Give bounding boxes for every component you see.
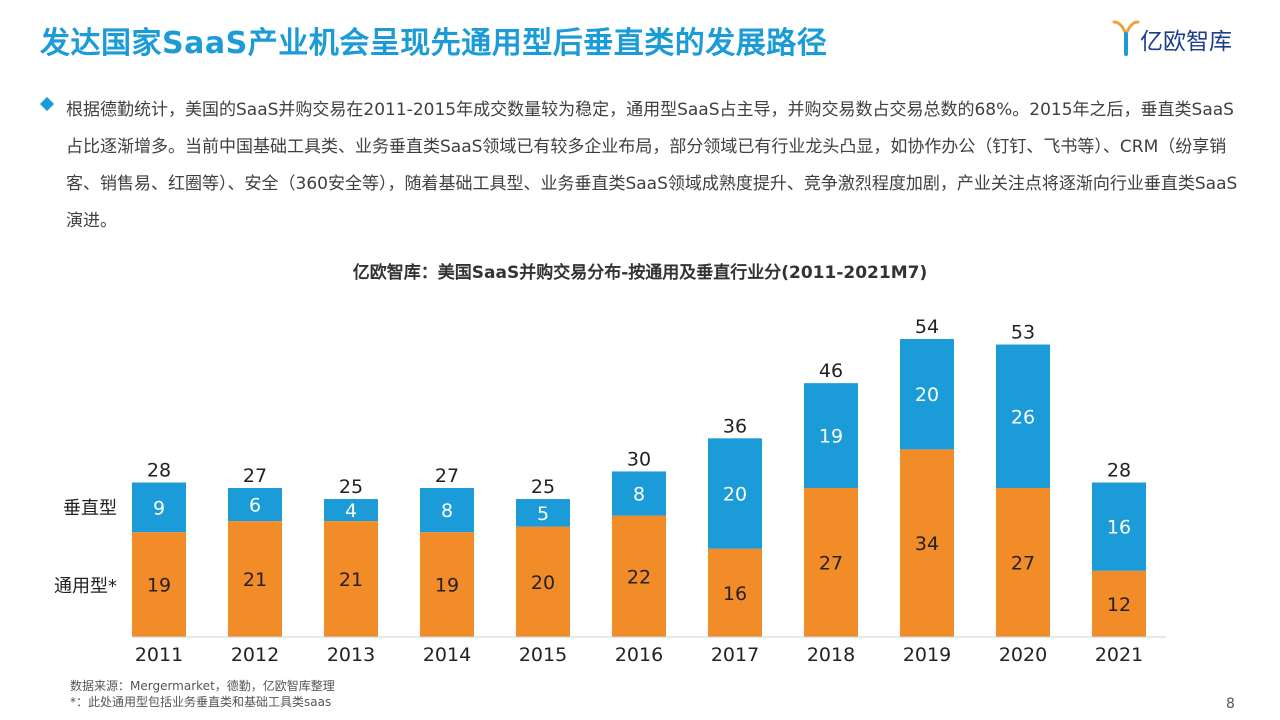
bar-vertical-2019: [900, 339, 954, 450]
bar-vertical-2021: [1092, 482, 1146, 571]
data-label-vertical-2012: 6: [249, 495, 261, 517]
x-tick-label-2021: 2021: [1095, 644, 1143, 666]
data-label-general-2021: 12: [1107, 594, 1131, 616]
page-number: 8: [1226, 696, 1235, 712]
x-tick-label-2017: 2017: [711, 644, 759, 666]
bar-vertical-2017: [708, 438, 762, 549]
data-label-general-2018: 27: [819, 553, 843, 575]
total-label-2019: 54: [915, 316, 939, 338]
bar-general-2013: [324, 521, 378, 637]
data-label-vertical-2021: 16: [1107, 517, 1131, 539]
total-label-2012: 27: [243, 465, 267, 487]
x-tick-label-2013: 2013: [327, 644, 375, 666]
data-label-general-2019: 34: [915, 533, 939, 555]
bar-general-2020: [996, 488, 1050, 637]
total-label-2013: 25: [339, 476, 363, 498]
data-label-general-2017: 16: [723, 583, 747, 605]
legend-label-vertical: 垂直型: [63, 498, 117, 519]
bar-vertical-2015: [516, 499, 570, 527]
total-label-2016: 30: [627, 448, 651, 470]
bar-general-2011: [132, 532, 186, 637]
bar-vertical-2012: [228, 488, 282, 522]
data-label-general-2016: 22: [627, 566, 651, 588]
logo: 亿欧智库: [1112, 18, 1262, 58]
bar-vertical-2016: [612, 471, 666, 516]
logo-icon: [1112, 20, 1140, 56]
data-label-general-2015: 20: [531, 572, 555, 594]
x-tick-label-2012: 2012: [231, 644, 279, 666]
bar-general-2018: [804, 488, 858, 637]
data-label-vertical-2013: 4: [345, 500, 357, 522]
legend-label-general: 通用型*: [54, 576, 117, 597]
bar-general-2017: [708, 548, 762, 637]
data-label-vertical-2011: 9: [153, 497, 165, 519]
x-tick-label-2019: 2019: [903, 644, 951, 666]
data-label-general-2014: 19: [435, 575, 459, 597]
bar-general-2014: [420, 532, 474, 637]
data-label-vertical-2016: 8: [633, 484, 645, 506]
bar-vertical-2020: [996, 344, 1050, 488]
x-tick-label-2020: 2020: [999, 644, 1047, 666]
footnote: *：此处通用型包括业务垂直类和基础工具类saas: [70, 695, 332, 709]
summary-bullet: 根据德勤统计，美国的SaaS并购交易在2011-2015年成交数量较为稳定，通用…: [39, 92, 1242, 240]
data-label-vertical-2020: 26: [1011, 406, 1035, 428]
data-label-general-2020: 27: [1011, 553, 1035, 575]
bar-general-2021: [1092, 570, 1146, 637]
total-label-2017: 36: [723, 415, 747, 437]
bar-general-2012: [228, 521, 282, 637]
chart-title: 亿欧智库：美国SaaS并购交易分布-按通用及垂直行业分(2011-2021M7): [352, 263, 928, 283]
data-source: 数据来源：Mergermarket，德勤，亿欧智库整理: [70, 679, 335, 693]
total-label-2015: 25: [531, 476, 555, 498]
logo-text: 亿欧智库: [1140, 29, 1232, 55]
data-label-vertical-2015: 5: [537, 503, 549, 525]
bar-vertical-2011: [132, 482, 186, 533]
data-label-vertical-2019: 20: [915, 384, 939, 406]
data-label-vertical-2014: 8: [441, 500, 453, 522]
bar-general-2015: [516, 526, 570, 637]
data-label-general-2012: 21: [243, 569, 267, 591]
x-tick-label-2014: 2014: [423, 644, 471, 666]
bar-general-2019: [900, 449, 954, 637]
source-note: 数据来源：Mergermarket，德勤，亿欧智库整理 *：此处通用型包括业务垂…: [70, 678, 335, 710]
page-title: 发达国家SaaS产业机会呈现先通用型后垂直类的发展路径: [40, 26, 828, 61]
summary-text: 根据德勤统计，美国的SaaS并购交易在2011-2015年成交数量较为稳定，通用…: [66, 100, 1238, 231]
bar-vertical-2014: [420, 488, 474, 533]
bar-vertical-2013: [324, 499, 378, 522]
data-label-vertical-2017: 20: [723, 484, 747, 506]
total-label-2011: 28: [147, 459, 171, 481]
bar-general-2016: [612, 515, 666, 637]
data-label-general-2011: 19: [147, 575, 171, 597]
total-label-2014: 27: [435, 465, 459, 487]
x-tick-label-2016: 2016: [615, 644, 663, 666]
total-label-2018: 46: [819, 360, 843, 382]
total-label-2020: 53: [1011, 322, 1035, 344]
data-label-general-2013: 21: [339, 569, 363, 591]
data-label-vertical-2018: 19: [819, 426, 843, 448]
x-tick-label-2011: 2011: [135, 644, 183, 666]
x-tick-label-2018: 2018: [807, 644, 855, 666]
bar-vertical-2018: [804, 383, 858, 488]
x-tick-label-2015: 2015: [519, 644, 567, 666]
total-label-2021: 28: [1107, 459, 1131, 481]
